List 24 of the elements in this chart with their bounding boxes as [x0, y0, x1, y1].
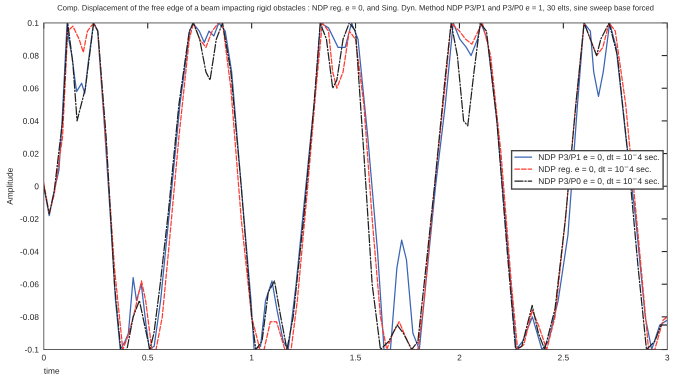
- legend-label: NDP reg. e = 0, dt = 10$^{−}$4 sec.: [538, 166, 651, 174]
- legend-label: NDP P3/P0 e = 0, dt = 10$^{−}$4 sec.: [538, 178, 659, 186]
- x-tick-label: 0.5: [142, 354, 154, 361]
- x-tick-label: 1: [250, 354, 254, 360]
- y-tick-label: 0.04: [23, 118, 39, 124]
- line-series: [44, 22, 668, 350]
- x-tick-label: 1.5: [350, 354, 361, 361]
- y-axis-title: Amplitude: [6, 168, 14, 205]
- y-tick-label: 0.08: [23, 52, 39, 59]
- y-tick-label: 0.06: [23, 85, 39, 92]
- x-tick-label: 2.5: [558, 354, 569, 361]
- y-tick-label: 0.02: [23, 150, 39, 157]
- legend-label: NDP P3/P1 e = 0, dt = 10$^{−}$4 sec.: [538, 154, 659, 162]
- x-axis-title: time: [44, 368, 60, 374]
- y-tick-label: -0.06: [20, 281, 39, 288]
- y-tick-label: -0.02: [20, 216, 39, 222]
- y-tick-label: -0.1: [24, 346, 39, 353]
- y-tick-label: 0.1: [28, 20, 39, 26]
- y-tick-label: -0.04: [20, 248, 39, 255]
- y-tick-label: 0: [34, 183, 39, 190]
- x-tick-label: 2: [458, 354, 462, 360]
- x-tick-label: 0: [42, 354, 46, 361]
- x-tick-label: 3: [665, 354, 670, 361]
- y-tick-label: -0.08: [20, 314, 39, 320]
